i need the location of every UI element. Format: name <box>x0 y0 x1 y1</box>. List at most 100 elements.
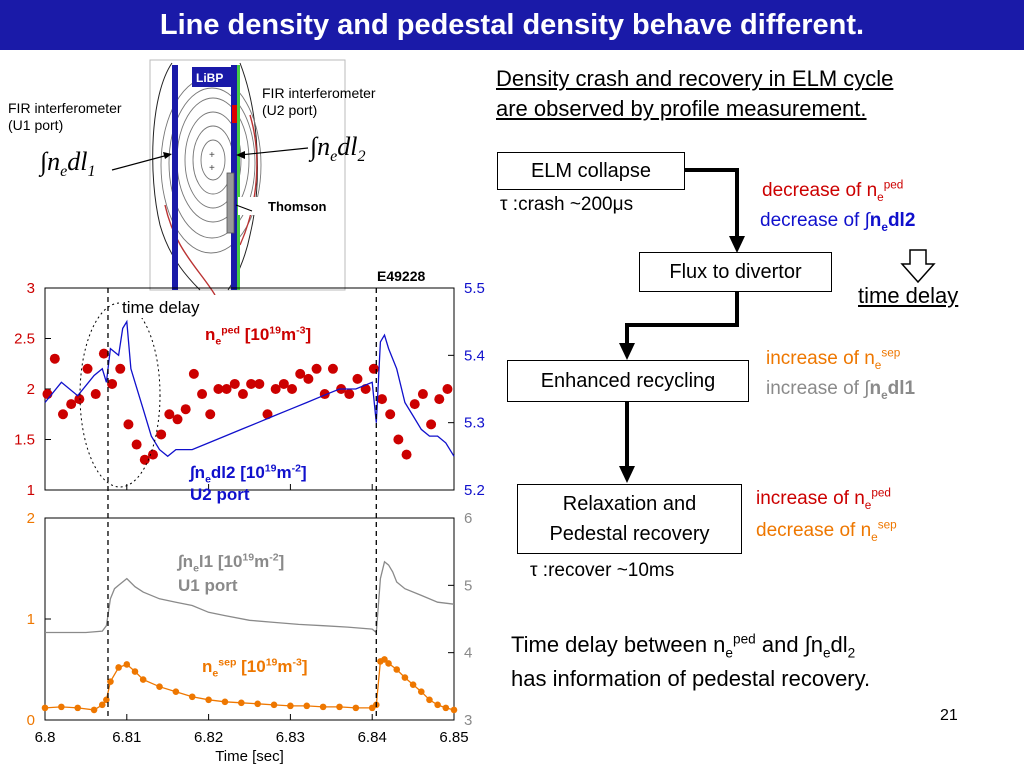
data-point <box>287 702 294 710</box>
shot-number: E49228 <box>377 268 426 284</box>
svg-text:+: + <box>209 150 215 161</box>
data-point <box>221 698 229 706</box>
plot-frame <box>44 287 455 491</box>
data-point <box>197 389 208 400</box>
data-point <box>139 454 150 465</box>
y-tick-label: 2 <box>27 381 35 398</box>
ne-sep-label: nesep [1019m-3] <box>202 656 308 680</box>
data-point <box>417 389 428 400</box>
decrease-ne-sep: decrease of nesep <box>756 518 897 544</box>
box-flux-to-divertor: Flux to divertor <box>639 252 832 292</box>
data-point <box>385 409 396 420</box>
data-point <box>156 429 167 440</box>
data-point <box>401 674 409 681</box>
data-point <box>82 363 93 374</box>
data-point <box>327 363 338 374</box>
data-point <box>254 700 261 708</box>
x-axis-label: Time [sec] <box>215 748 284 765</box>
data-point <box>442 384 453 394</box>
increase-ne-sep: increase of nesep <box>766 346 901 372</box>
y2-tick-label: 6 <box>464 510 472 527</box>
data-point <box>131 439 142 450</box>
data-point <box>49 353 60 364</box>
data-point <box>74 394 85 405</box>
tau-crash: τ :crash ~200μs <box>500 194 634 215</box>
thomson-label: Thomson <box>268 199 327 214</box>
tokamak-diagram: + + LiBP Thomson <box>111 59 346 295</box>
down-arrow-icon <box>900 249 936 284</box>
data-point <box>147 449 158 460</box>
y-tick-label: 1.5 <box>14 432 35 449</box>
data-point <box>98 348 109 359</box>
data-point <box>450 706 458 714</box>
y-tick-label: 2 <box>27 510 35 527</box>
ne-ped-label: neped [1019m-3] <box>205 324 312 348</box>
box-enhanced-recycling: Enhanced recycling <box>507 360 749 402</box>
y-tick-label: 1 <box>27 611 35 628</box>
y2-tick-label: 5.3 <box>464 415 485 432</box>
data-point <box>393 434 404 445</box>
data-point <box>303 702 311 710</box>
data-point <box>131 668 139 675</box>
increase-nedl1: increase of ∫nedl1 <box>766 378 916 402</box>
tau-recover: τ :recover ~10ms <box>530 560 675 581</box>
data-point <box>426 696 433 704</box>
time-delay-plot-label: time delay <box>122 298 200 318</box>
y-tick-label: 1 <box>27 482 35 499</box>
conclusion: Time delay between neped and ∫nedl2 has … <box>511 631 871 691</box>
data-point <box>66 399 77 410</box>
series-line <box>44 319 455 458</box>
data-point <box>74 704 82 712</box>
box-elm-collapse: ELM collapse <box>497 152 685 190</box>
nel1-label: ∫nel1 [1019m-2] U1 port <box>178 551 285 595</box>
data-point <box>58 703 65 711</box>
data-point <box>303 373 314 384</box>
data-point <box>344 389 355 400</box>
y-tick-label: 3 <box>27 280 35 297</box>
decrease-ne-ped: decrease of neped <box>762 178 904 204</box>
data-point <box>393 666 401 673</box>
data-point <box>352 704 360 712</box>
flow-arrows <box>619 168 745 483</box>
data-point <box>41 704 49 712</box>
increase-ne-ped: increase of neped <box>756 486 891 512</box>
y-tick-label: 0 <box>27 712 35 729</box>
box-relaxation-pedestal-recovery: Relaxation and Pedestal recovery <box>517 484 742 554</box>
fir-u2-label: FIR interferometer (U2 port) <box>262 85 376 118</box>
data-point <box>139 676 147 683</box>
svg-text:+: + <box>209 163 215 174</box>
data-point <box>426 419 437 430</box>
data-point <box>98 701 106 709</box>
data-point <box>409 399 420 410</box>
libp-label: LiBP <box>196 71 223 85</box>
time-delay-text: time delay <box>858 283 959 308</box>
x-tick-label: 6.84 <box>358 729 387 746</box>
data-point <box>188 693 196 701</box>
data-point <box>336 703 343 711</box>
data-point <box>434 701 441 709</box>
data-point <box>115 363 126 374</box>
y2-tick-label: 5.2 <box>464 482 485 499</box>
data-point <box>238 699 245 707</box>
data-point <box>409 681 417 688</box>
data-point <box>42 389 53 400</box>
data-point <box>213 384 224 394</box>
data-point <box>434 394 445 405</box>
integral-u2: ∫nedl2 <box>310 132 366 166</box>
data-point <box>205 409 216 420</box>
series-line <box>45 560 455 634</box>
heading: Density crash and recovery in ELM cycle a… <box>496 66 894 121</box>
integral-u1: ∫nedl1 <box>40 147 96 181</box>
plot-frame <box>44 517 455 721</box>
data-point <box>442 704 450 712</box>
data-point <box>57 409 68 420</box>
data-point <box>164 409 175 420</box>
data-point <box>107 378 118 389</box>
data-point <box>254 378 265 389</box>
data-point <box>156 683 163 690</box>
x-tick-label: 6.81 <box>112 729 141 746</box>
x-tick-label: 6.8 <box>35 729 56 746</box>
data-point <box>205 696 212 704</box>
data-point <box>270 701 278 709</box>
data-point <box>221 384 232 394</box>
